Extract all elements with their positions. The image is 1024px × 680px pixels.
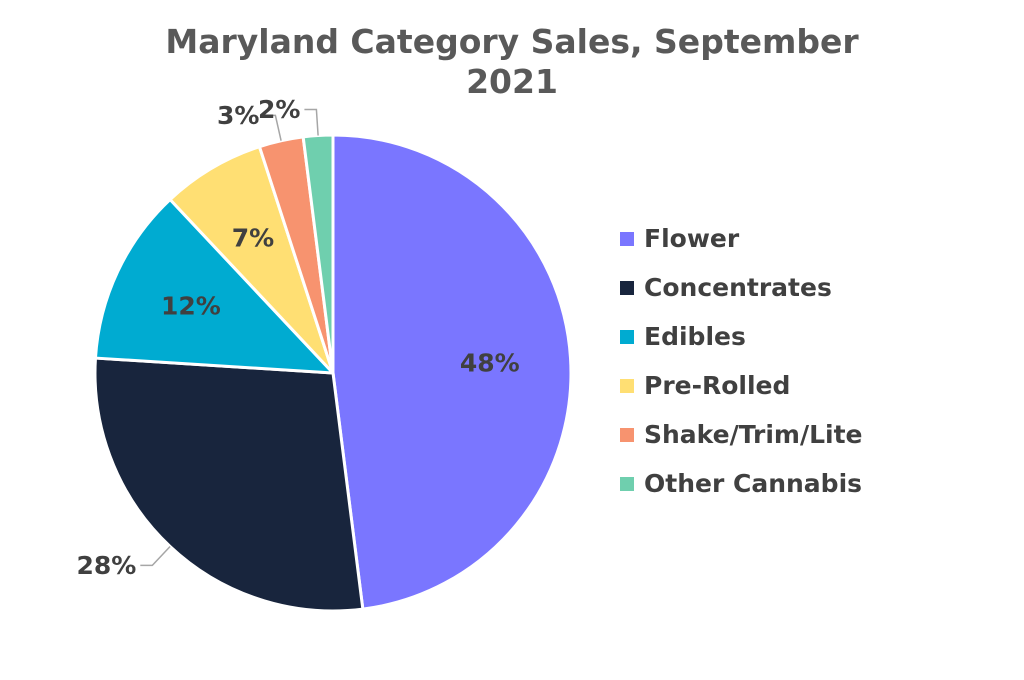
legend-label-pre-rolled: Pre-Rolled (644, 371, 791, 400)
pie-slice-edibles (93, 198, 335, 375)
pie-slice-flower (331, 133, 573, 611)
leader-line-concentrates (140, 545, 171, 567)
legend-swatch-edibles (620, 329, 634, 344)
chart-title-line-1: Maryland Category Sales, September (165, 22, 859, 61)
data-label-shake-trim-lite: 3% (217, 101, 259, 130)
legend-swatch-concentrates (620, 280, 634, 295)
legend-swatch-other-cannabis (620, 476, 634, 491)
pie-slice-pre-rolled (168, 145, 335, 375)
data-label-other-cannabis: 2% (258, 95, 300, 124)
legend-item-flower: Flower (620, 214, 863, 263)
legend-item-pre-rolled: Pre-Rolled (620, 361, 863, 410)
legend-label-edibles: Edibles (644, 322, 746, 351)
legend-label-concentrates: Concentrates (644, 273, 832, 302)
legend-item-concentrates: Concentrates (620, 263, 863, 312)
legend-item-shake-trim-lite: Shake/Trim/Lite (620, 410, 863, 459)
data-label-flower: 48% (460, 349, 520, 378)
data-label-pre-rolled: 7% (232, 223, 274, 252)
legend-item-edibles: Edibles (620, 312, 863, 361)
legend-label-shake-trim-lite: Shake/Trim/Lite (644, 420, 863, 449)
legend-label-other-cannabis: Other Cannabis (644, 469, 863, 498)
legend-swatch-flower (620, 231, 634, 246)
chart-title-line-2: 2021 (466, 62, 558, 101)
data-label-edibles: 12% (161, 292, 221, 321)
legend-swatch-shake-trim-lite (620, 427, 634, 442)
chart-legend: Flower Concentrates Edibles Pre-Rolled S… (620, 214, 863, 508)
leader-line-shake-trim-lite (263, 114, 282, 141)
pie-slice-concentrates (93, 356, 365, 613)
chart-title: Maryland Category Sales, September 2021 (0, 22, 1024, 102)
legend-swatch-pre-rolled (620, 378, 634, 393)
legend-item-other-cannabis: Other Cannabis (620, 459, 863, 508)
leader-line-other-cannabis (304, 108, 319, 136)
legend-label-flower: Flower (644, 224, 740, 253)
data-label-concentrates: 28% (76, 551, 136, 580)
